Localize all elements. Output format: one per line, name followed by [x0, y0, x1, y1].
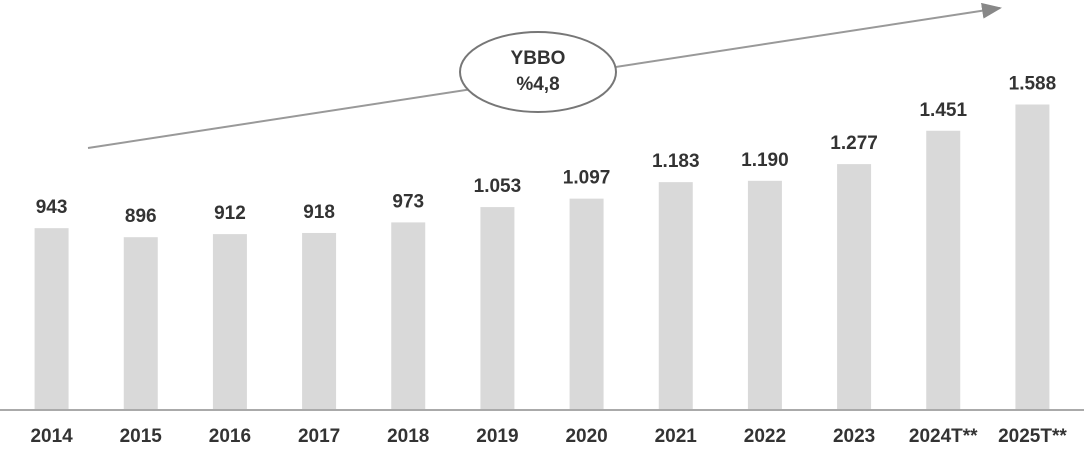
bar	[658, 182, 693, 409]
value-label: 918	[303, 202, 335, 223]
bar	[569, 198, 604, 409]
bar	[747, 180, 782, 409]
value-label: 896	[125, 206, 157, 227]
bar	[480, 207, 515, 409]
value-label: 943	[36, 197, 68, 218]
x-tick-label: 2015	[120, 426, 163, 447]
bar	[1015, 104, 1050, 409]
x-tick-label: 2023	[833, 426, 875, 447]
bar	[926, 130, 961, 410]
bar	[34, 228, 69, 409]
value-label: 973	[392, 191, 424, 212]
value-label: 1.451	[919, 100, 967, 121]
bar	[391, 222, 426, 409]
annotation: %4,8	[516, 74, 559, 95]
value-label: 1.097	[563, 168, 611, 189]
x-tick-label: 2025T**	[998, 426, 1067, 447]
x-tick-label: 2021	[655, 426, 698, 447]
cagr-bubble	[459, 31, 617, 113]
value-label: 1.277	[830, 133, 878, 154]
x-tick-label: 2017	[298, 426, 340, 447]
bar	[837, 164, 872, 409]
x-tick-label: 2019	[476, 426, 518, 447]
value-label: 1.190	[741, 150, 789, 171]
value-label: 1.053	[474, 176, 522, 197]
x-tick-label: 2014	[30, 426, 73, 447]
x-tick-label: 2020	[565, 426, 607, 447]
x-tick-label: 2022	[744, 426, 786, 447]
value-label: 1.183	[652, 151, 700, 172]
value-label: 1.588	[1009, 73, 1057, 94]
annotation: YBBO	[511, 48, 566, 69]
x-tick-label: 2018	[387, 426, 429, 447]
bar	[302, 232, 337, 409]
value-label: 912	[214, 203, 246, 224]
x-tick-label: 2024T**	[909, 426, 978, 447]
x-tick-label: 2016	[209, 426, 251, 447]
bar	[212, 234, 247, 409]
bar	[123, 237, 158, 409]
